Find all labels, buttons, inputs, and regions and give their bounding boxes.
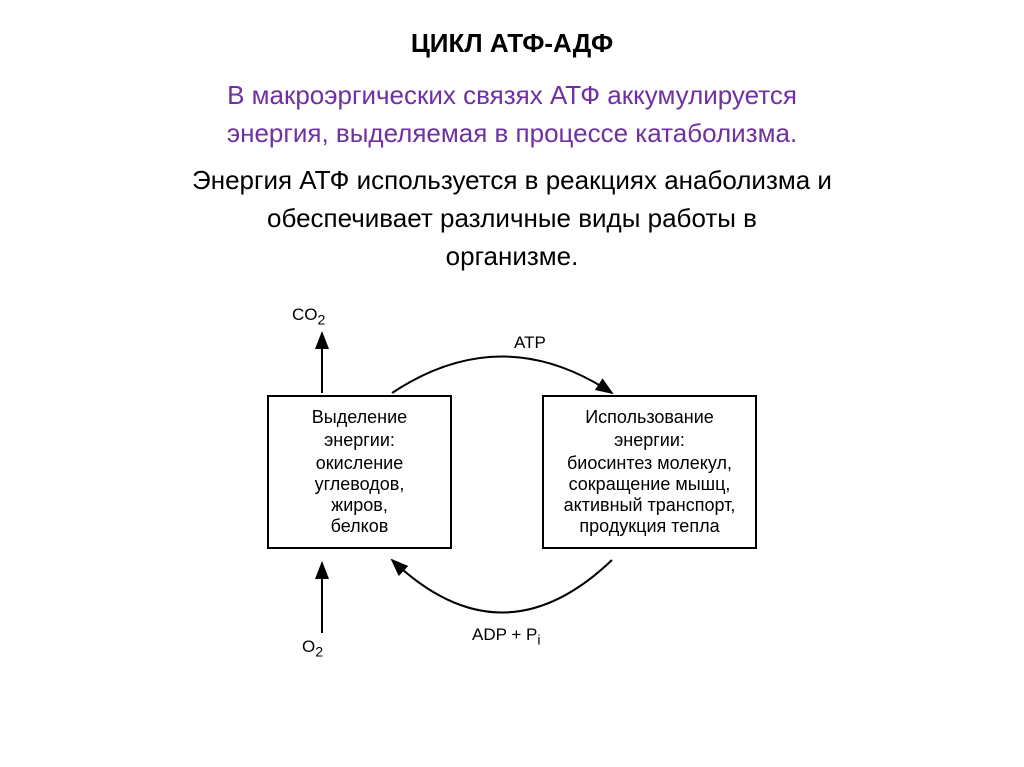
right-box-line-2: сокращение мышц,	[558, 474, 741, 495]
black-line-2: обеспечивает различные виды работы в	[0, 200, 1024, 238]
co2-sub: 2	[318, 313, 326, 329]
left-box-line-1: окисление	[283, 453, 436, 474]
atp-adp-cycle-diagram: Выделение энергии: окисление углеводов, …	[212, 295, 812, 695]
co2-text: CO	[292, 305, 318, 324]
left-box-header-2: энергии:	[283, 430, 436, 451]
right-box-line-1: биосинтез молекул,	[558, 453, 741, 474]
left-box-header-1: Выделение	[283, 407, 436, 428]
left-box-line-2: углеводов,	[283, 474, 436, 495]
purple-paragraph: В макроэргических связях АТФ аккумулируе…	[0, 77, 1024, 152]
purple-line-2: энергия, выделяемая в процессе катаболиз…	[0, 115, 1024, 153]
right-box-line-4: продукция тепла	[558, 516, 741, 537]
purple-line-1: В макроэргических связях АТФ аккумулируе…	[0, 77, 1024, 115]
o2-sub: 2	[315, 645, 323, 661]
adp-sub: i	[537, 633, 540, 649]
left-box-line-3: жиров,	[283, 495, 436, 516]
right-box-line-3: активный транспорт,	[558, 495, 741, 516]
right-box-header-2: энергии:	[558, 430, 741, 451]
energy-release-box: Выделение энергии: окисление углеводов, …	[267, 395, 452, 549]
black-line-3: организме.	[0, 238, 1024, 276]
adp-text: ADP + P	[472, 625, 537, 644]
left-box-line-4: белков	[283, 516, 436, 537]
co2-label: CO2	[292, 305, 325, 328]
atp-label: ATP	[514, 333, 546, 353]
energy-use-box: Использование энергии: биосинтез молекул…	[542, 395, 757, 549]
black-paragraph: Энергия АТФ используется в реакциях анаб…	[0, 162, 1024, 275]
black-line-1: Энергия АТФ используется в реакциях анаб…	[0, 162, 1024, 200]
title-text: ЦИКЛ АТФ-АДФ	[411, 28, 613, 58]
adp-label: ADP + Pi	[472, 625, 541, 648]
o2-text: O	[302, 637, 315, 656]
atp-text: ATP	[514, 333, 546, 352]
page-title: ЦИКЛ АТФ-АДФ	[0, 0, 1024, 59]
right-box-header-1: Использование	[558, 407, 741, 428]
o2-label: O2	[302, 637, 323, 660]
